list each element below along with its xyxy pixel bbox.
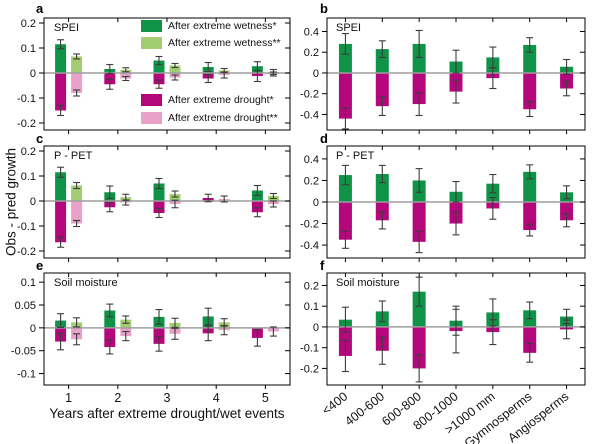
x-axis-label: Years after extreme drought/wet events — [49, 406, 285, 421]
svg-text:0: 0 — [30, 68, 36, 80]
svg-text:0: 0 — [313, 197, 319, 209]
svg-text:0.05: 0.05 — [15, 300, 36, 312]
svg-text:5: 5 — [262, 391, 269, 405]
svg-text:-0.1: -0.1 — [17, 369, 36, 381]
svg-text:0: 0 — [313, 322, 319, 334]
y-axis-label: Obs - pred growth — [3, 147, 19, 257]
panel-f-title: Soil moisture — [336, 277, 400, 289]
chart-a-spei-years: 0.2 0.1 0 -0.1 -0.2 — [17, 17, 291, 134]
svg-text:0: 0 — [313, 68, 319, 80]
svg-text:-0.2: -0.2 — [17, 246, 36, 258]
chart-c-ppet-years: 0.2 0.1 0 -0.1 -0.2 — [17, 145, 291, 262]
panel-letter-b: b — [320, 1, 328, 16]
drought-sig2-swatch — [141, 112, 162, 124]
svg-text:<400: <400 — [319, 389, 350, 417]
panel-letter-f: f — [320, 258, 325, 273]
legend-item-drought-sig: After extreme drought* — [141, 94, 274, 106]
chart-b-spei-categories: 0.4 0.2 0 -0.2 -0.4 — [300, 17, 586, 134]
svg-text:0.2: 0.2 — [304, 175, 319, 187]
svg-text:0.1: 0.1 — [21, 43, 36, 55]
svg-text:-0.4: -0.4 — [300, 240, 319, 252]
svg-text:-0.2: -0.2 — [17, 118, 36, 130]
wetness-sig-swatch — [141, 20, 162, 32]
svg-text:0.2: 0.2 — [304, 47, 319, 59]
svg-text:2: 2 — [114, 391, 121, 405]
svg-text:0.2: 0.2 — [21, 18, 36, 30]
panel-letter-a: a — [36, 1, 44, 16]
panel-c-title: P - PET — [54, 150, 93, 162]
legend-item-wetness-sig: After extreme wetness* — [141, 20, 277, 32]
panel-e-title: Soil moisture — [54, 277, 118, 289]
chart-d-ppet-categories: 0.4 0.2 0 -0.2 -0.4 — [300, 145, 586, 262]
svg-text:0.1: 0.1 — [304, 301, 319, 313]
svg-text:400-600: 400-600 — [342, 389, 387, 428]
svg-text:0.1: 0.1 — [21, 171, 36, 183]
svg-text:-0.1: -0.1 — [17, 93, 36, 105]
svg-text:-0.1: -0.1 — [300, 343, 319, 355]
svg-text:0.4: 0.4 — [304, 26, 319, 38]
svg-text:1: 1 — [65, 391, 72, 405]
panel-letter-c: c — [36, 131, 44, 146]
svg-text:0: 0 — [30, 323, 36, 335]
panel-letter-d: d — [320, 131, 328, 146]
svg-text:-0.2: -0.2 — [300, 219, 319, 231]
svg-text:0.2: 0.2 — [21, 146, 36, 158]
panel-b-title: SPEI — [336, 22, 362, 34]
wetness-sig2-swatch — [141, 37, 162, 49]
svg-text:-0.1: -0.1 — [17, 221, 36, 233]
panel-d-title: P - PET — [336, 150, 375, 162]
legend-item-wetness-sig2: After extreme wetness** — [141, 37, 281, 49]
svg-text:3: 3 — [164, 391, 171, 405]
svg-text:-0.4: -0.4 — [300, 109, 319, 121]
panel-letter-e: e — [36, 258, 44, 273]
chart-e-soil-years: 0.1 0.05 0 -0.05 -0.1 1 2 3 4 5 — [11, 272, 291, 405]
svg-text:-0.2: -0.2 — [300, 363, 319, 375]
chart-f-soil-categories: 0.20.10-0.1-0.2<400400-600600-800800-100… — [300, 272, 586, 444]
svg-text:0.2: 0.2 — [304, 280, 319, 292]
svg-text:4: 4 — [213, 391, 220, 405]
svg-text:0.4: 0.4 — [304, 154, 319, 166]
drought-sig-swatch — [141, 94, 162, 106]
legend-item-drought-sig2: After extreme drought** — [141, 112, 278, 124]
svg-text:0: 0 — [30, 196, 36, 208]
svg-text:-0.2: -0.2 — [300, 89, 319, 101]
svg-text:0.1: 0.1 — [21, 277, 36, 289]
svg-text:-0.05: -0.05 — [11, 346, 36, 358]
panel-a-title: SPEI — [54, 22, 80, 34]
